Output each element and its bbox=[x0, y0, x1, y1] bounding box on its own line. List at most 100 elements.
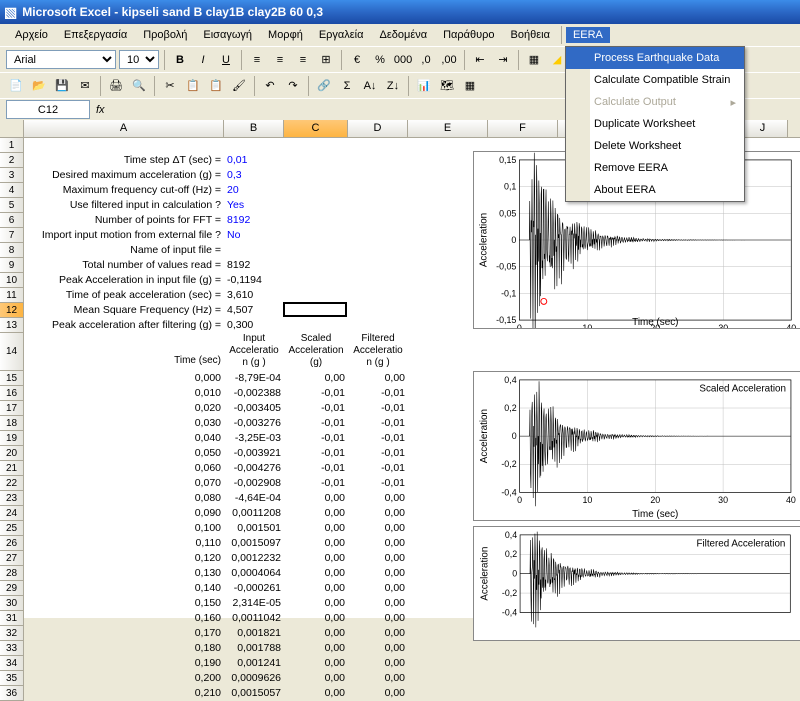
cell[interactable]: 0,170 bbox=[24, 626, 224, 641]
fx-icon[interactable]: fx bbox=[96, 104, 105, 116]
row-header-6[interactable]: 6 bbox=[0, 213, 24, 228]
print-btn[interactable]: 🖨 bbox=[106, 76, 126, 96]
pivot-btn[interactable]: ▦ bbox=[460, 76, 480, 96]
dd-duplicate[interactable]: Duplicate Worksheet bbox=[566, 113, 744, 135]
cell[interactable]: 0,010 bbox=[24, 386, 224, 401]
cell[interactable]: 0,00 bbox=[284, 566, 348, 581]
cell[interactable]: -0,003276 bbox=[224, 416, 284, 431]
chart-btn[interactable]: 📊 bbox=[414, 76, 434, 96]
cell[interactable]: -0,01 bbox=[284, 476, 348, 491]
cell[interactable]: Peak acceleration after filtering (g) = bbox=[24, 318, 224, 333]
cell[interactable]: -0,01 bbox=[284, 461, 348, 476]
cell[interactable]: 0,0011208 bbox=[224, 506, 284, 521]
cell[interactable]: 0,00 bbox=[284, 371, 348, 386]
row-header-1[interactable]: 1 bbox=[0, 138, 24, 153]
cell[interactable]: 0,00 bbox=[348, 551, 408, 566]
row-header-28[interactable]: 28 bbox=[0, 566, 24, 581]
cell[interactable]: 0,110 bbox=[24, 536, 224, 551]
cell[interactable]: -0,01 bbox=[348, 446, 408, 461]
indent-inc-btn[interactable]: ⇥ bbox=[493, 50, 513, 70]
cell[interactable]: -0,01 bbox=[284, 446, 348, 461]
cell[interactable]: 0,00 bbox=[348, 596, 408, 611]
cell[interactable]: 0,180 bbox=[24, 641, 224, 656]
cell[interactable]: -0,1194 bbox=[224, 273, 284, 288]
cell[interactable]: 0,001241 bbox=[224, 656, 284, 671]
dd-calc-output[interactable]: Calculate Output bbox=[566, 91, 744, 113]
cell[interactable]: 0,00 bbox=[284, 671, 348, 686]
cell[interactable]: -8,79E-04 bbox=[224, 371, 284, 386]
cell[interactable]: 0,00 bbox=[348, 581, 408, 596]
cell[interactable]: 0,020 bbox=[24, 401, 224, 416]
row-header-26[interactable]: 26 bbox=[0, 536, 24, 551]
cell[interactable]: -0,01 bbox=[348, 386, 408, 401]
menu-1[interactable]: Επεξεργασία bbox=[57, 27, 134, 43]
italic-btn[interactable]: I bbox=[193, 50, 213, 70]
cell[interactable]: 0,0004064 bbox=[224, 566, 284, 581]
row-header-8[interactable]: 8 bbox=[0, 243, 24, 258]
row-header-10[interactable]: 10 bbox=[0, 273, 24, 288]
percent-btn[interactable]: % bbox=[370, 50, 390, 70]
currency-btn[interactable]: € bbox=[347, 50, 367, 70]
save-btn[interactable]: 💾 bbox=[52, 76, 72, 96]
cell[interactable]: Mean Square Frequency (Hz) = bbox=[24, 303, 224, 318]
dec-dec-btn[interactable]: ,00 bbox=[439, 50, 459, 70]
cell[interactable]: 0,00 bbox=[284, 506, 348, 521]
new-btn[interactable]: 📄 bbox=[6, 76, 26, 96]
cell[interactable]: -0,003405 bbox=[224, 401, 284, 416]
cell[interactable]: 0,050 bbox=[24, 446, 224, 461]
cell[interactable]: 0,300 bbox=[224, 318, 284, 333]
row-header-33[interactable]: 33 bbox=[0, 641, 24, 656]
sort-desc-btn[interactable]: Z↓ bbox=[383, 76, 403, 96]
cell[interactable]: -0,01 bbox=[284, 401, 348, 416]
cell[interactable]: 0,190 bbox=[24, 656, 224, 671]
cell[interactable]: -0,01 bbox=[348, 431, 408, 446]
cell[interactable]: 0,00 bbox=[284, 641, 348, 656]
cell[interactable]: -0,002908 bbox=[224, 476, 284, 491]
cell[interactable]: -0,01 bbox=[348, 461, 408, 476]
cut-btn[interactable]: ✂ bbox=[160, 76, 180, 96]
cell[interactable]: No bbox=[224, 228, 284, 243]
cell[interactable]: 0,0012232 bbox=[224, 551, 284, 566]
dd-about[interactable]: About EERA bbox=[566, 179, 744, 201]
cell[interactable]: -0,01 bbox=[348, 401, 408, 416]
cell[interactable]: 0,00 bbox=[348, 371, 408, 386]
row-header-25[interactable]: 25 bbox=[0, 521, 24, 536]
cell[interactable]: Name of input file = bbox=[24, 243, 224, 258]
align-left-btn[interactable]: ≡ bbox=[247, 50, 267, 70]
col-header-C[interactable]: C bbox=[284, 120, 348, 137]
menu-4[interactable]: Μορφή bbox=[261, 27, 310, 43]
cell[interactable]: 0,030 bbox=[24, 416, 224, 431]
menu-eera[interactable]: EERA bbox=[566, 27, 610, 43]
cell[interactable]: 0,210 bbox=[24, 686, 224, 701]
font-select[interactable]: Arial bbox=[6, 50, 116, 69]
paste-btn[interactable]: 📋 bbox=[206, 76, 226, 96]
cell[interactable]: -0,002388 bbox=[224, 386, 284, 401]
row-header-36[interactable]: 36 bbox=[0, 686, 24, 701]
cell[interactable]: 0,080 bbox=[24, 491, 224, 506]
cell[interactable]: -4,64E-04 bbox=[224, 491, 284, 506]
cell[interactable]: 0,00 bbox=[284, 596, 348, 611]
cell[interactable]: 0,090 bbox=[24, 506, 224, 521]
cell[interactable]: Number of points for FFT = bbox=[24, 213, 224, 228]
cell[interactable]: -0,004276 bbox=[224, 461, 284, 476]
mail-btn[interactable]: ✉ bbox=[75, 76, 95, 96]
redo-btn[interactable]: ↷ bbox=[283, 76, 303, 96]
row-header-18[interactable]: 18 bbox=[0, 416, 24, 431]
dd-remove[interactable]: Remove EERA bbox=[566, 157, 744, 179]
sort-asc-btn[interactable]: A↓ bbox=[360, 76, 380, 96]
cell[interactable]: 0,00 bbox=[348, 656, 408, 671]
row-header-30[interactable]: 30 bbox=[0, 596, 24, 611]
row-header-2[interactable]: 2 bbox=[0, 153, 24, 168]
cell[interactable]: Maximum frequency cut-off (Hz) = bbox=[24, 183, 224, 198]
row-header-17[interactable]: 17 bbox=[0, 401, 24, 416]
cell[interactable]: 0,00 bbox=[284, 491, 348, 506]
cell[interactable]: 0,100 bbox=[24, 521, 224, 536]
row-header-3[interactable]: 3 bbox=[0, 168, 24, 183]
cell[interactable]: 0,0015097 bbox=[224, 536, 284, 551]
cell[interactable]: Yes bbox=[224, 198, 284, 213]
cell[interactable]: 0,00 bbox=[284, 581, 348, 596]
map-btn[interactable]: 🗺 bbox=[437, 76, 457, 96]
size-select[interactable]: 10 bbox=[119, 50, 159, 69]
cell[interactable]: 0,001501 bbox=[224, 521, 284, 536]
menu-2[interactable]: Προβολή bbox=[136, 27, 194, 43]
